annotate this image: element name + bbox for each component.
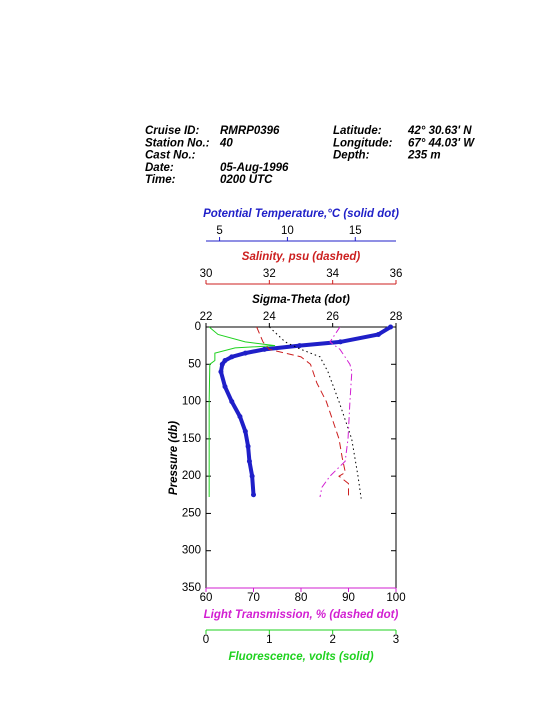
y-tick-label: 350 <box>182 582 201 594</box>
x-tick-label: 24 <box>263 311 276 323</box>
profile-dot <box>229 399 235 405</box>
x-tick-label: 34 <box>326 268 339 280</box>
x-tick-label: 0 <box>203 634 209 646</box>
profile-dot <box>218 369 224 375</box>
header-label: Time: <box>145 174 176 186</box>
x-tick-label: 90 <box>342 592 355 604</box>
header-value: 40 <box>219 137 233 149</box>
y-tick-label: 100 <box>182 396 201 408</box>
x-tick-label: 100 <box>386 592 405 604</box>
x-tick-label: 30 <box>200 268 213 280</box>
x-tick-label: 5 <box>216 225 222 237</box>
header-value: 05-Aug-1996 <box>220 162 289 174</box>
y-axis-title: Pressure (db) <box>168 421 180 495</box>
x-tick-label: 60 <box>200 592 213 604</box>
profile-dot <box>242 350 248 356</box>
header-label: Cast No.: <box>145 150 196 162</box>
x-tick-label: 70 <box>247 592 260 604</box>
y-tick-label: 0 <box>195 321 201 333</box>
profile-dot <box>337 339 343 345</box>
header-label: Latitude: <box>333 125 382 137</box>
x-tick-label: 15 <box>349 225 362 237</box>
header-label: Date: <box>145 162 174 174</box>
x-tick-label: 22 <box>200 311 213 323</box>
header-label: Station No.: <box>145 137 210 149</box>
profile-dot <box>237 413 243 419</box>
x-axis-title: Salinity, psu (dashed) <box>242 251 361 263</box>
profile-dot <box>261 346 267 352</box>
profile-dot <box>222 358 228 364</box>
x-tick-label: 36 <box>390 268 403 280</box>
profile-line <box>319 326 353 498</box>
header-value: 42° 30.63' N <box>407 125 472 137</box>
x-tick-label: 32 <box>263 268 276 280</box>
y-tick-label: 150 <box>182 433 201 445</box>
x-tick-label: 80 <box>295 592 308 604</box>
profile-line <box>268 326 362 499</box>
header-label: Cruise ID: <box>145 125 199 137</box>
y-tick-label: 300 <box>182 545 201 557</box>
x-tick-label: 3 <box>393 634 399 646</box>
profile-dot <box>388 324 394 330</box>
x-axis-title: Potential Temperature,°C (solid dot) <box>203 208 399 220</box>
header-value: 0200 UTC <box>220 174 273 186</box>
header-value: RMRP0396 <box>220 125 280 137</box>
header-value: 235 m <box>407 150 441 162</box>
x-axis-title: Light Transmission, % (dashed dot) <box>204 609 399 621</box>
header-value: 67° 44.03' W <box>408 137 475 149</box>
profile-dot <box>245 443 251 449</box>
x-axis-title: Fluorescence, volts (solid) <box>228 651 373 663</box>
profile-dot <box>246 458 252 464</box>
profile-line <box>208 326 276 498</box>
profile-line <box>256 326 349 498</box>
header-label: Longitude: <box>333 137 393 149</box>
x-tick-label: 1 <box>266 634 272 646</box>
x-tick-label: 10 <box>281 225 294 237</box>
header-label: Depth: <box>333 150 370 162</box>
profile-dot <box>229 354 235 360</box>
x-tick-label: 28 <box>390 311 403 323</box>
profile-dot <box>251 492 256 498</box>
profile-dot <box>222 384 228 390</box>
profile-dot <box>249 473 255 479</box>
x-axis-title: Sigma-Theta (dot) <box>252 294 350 306</box>
profile-dot <box>219 361 225 367</box>
x-tick-label: 2 <box>329 634 335 646</box>
y-tick-label: 250 <box>182 507 201 519</box>
profile-dot <box>375 331 381 337</box>
y-tick-label: 50 <box>188 358 201 370</box>
x-tick-label: 26 <box>326 311 339 323</box>
profile-dot <box>242 428 248 434</box>
plot-frame <box>205 326 397 589</box>
profile-dot <box>297 343 303 349</box>
y-tick-label: 200 <box>182 470 201 482</box>
